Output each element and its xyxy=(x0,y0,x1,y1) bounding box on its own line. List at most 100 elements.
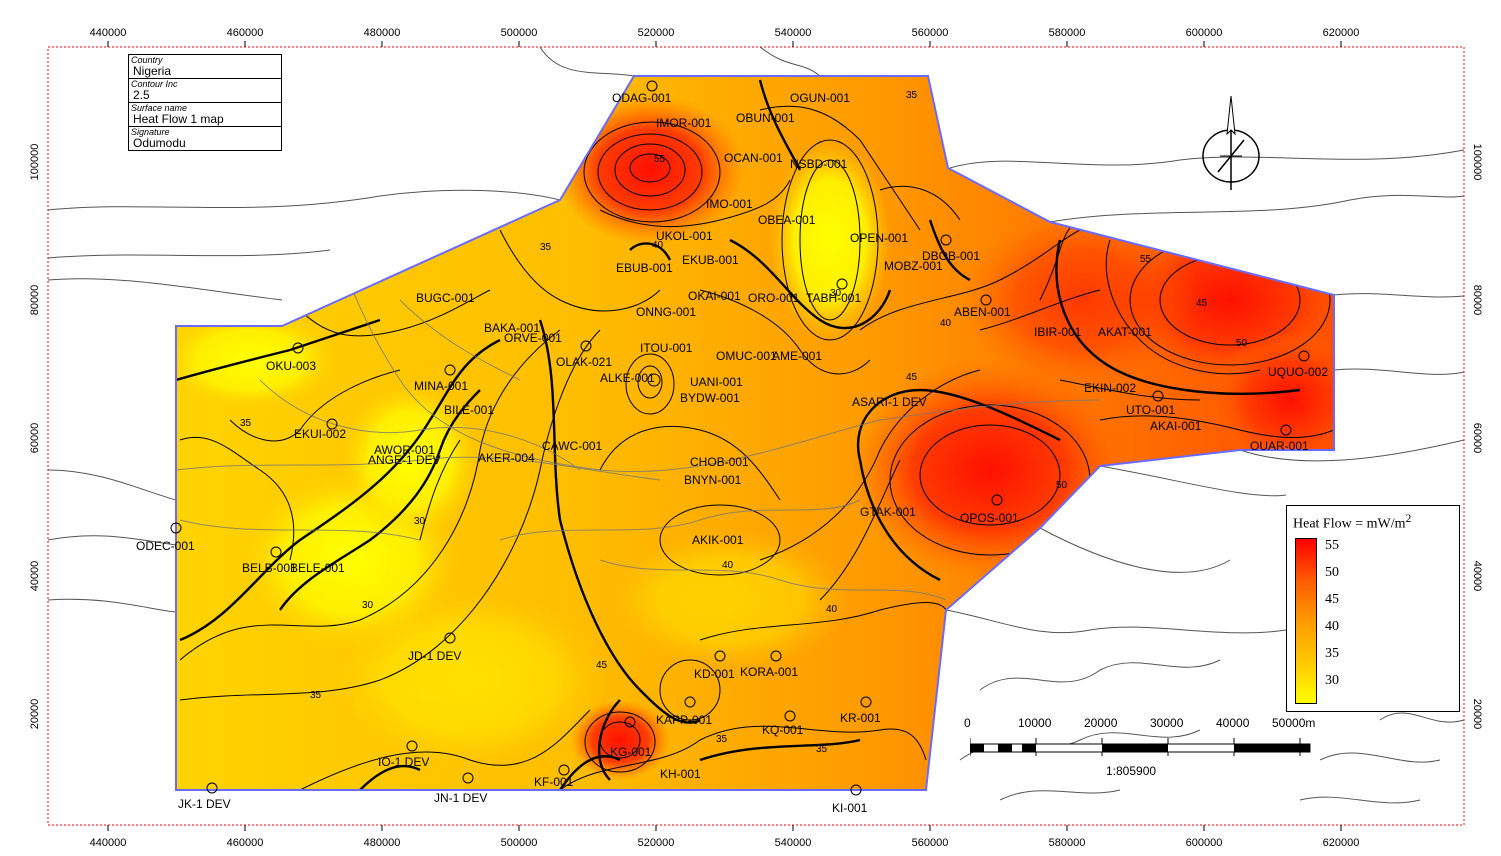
well-label: GTAK-001 xyxy=(860,505,916,519)
y-tick-label: 20000 xyxy=(1471,699,1483,730)
y-tick-label: 40000 xyxy=(29,561,41,592)
x-tick-label: 440000 xyxy=(90,27,127,39)
axis-ticks xyxy=(107,41,1342,831)
scale-label: 0 xyxy=(964,716,971,730)
y-tick-label: 40000 xyxy=(1471,561,1483,592)
scale-ratio: 1:805900 xyxy=(1106,764,1157,778)
contour-label: 35 xyxy=(816,744,828,755)
well-label: OUAR-001 xyxy=(1250,439,1309,453)
well-symbols xyxy=(170,80,1310,796)
contour-label: 45 xyxy=(1196,298,1208,309)
contour-label: 50 xyxy=(1056,480,1068,491)
well-label: AKIK-001 xyxy=(692,533,744,547)
x-axis-bottom: 440000 460000 480000 500000 520000 54000… xyxy=(90,837,1360,849)
well-label: KAPP-001 xyxy=(656,713,712,727)
info-value: Nigeria xyxy=(129,65,281,79)
well-label: AKAT-001 xyxy=(1098,325,1152,339)
contour-label: 40 xyxy=(722,560,734,571)
well-label: AKER-004 xyxy=(478,451,535,465)
scale-bar-graphic xyxy=(970,738,1311,756)
x-tick-label: 580000 xyxy=(1049,837,1086,849)
well-label: BELE-001 xyxy=(290,561,345,575)
well-label: OBUN-001 xyxy=(736,111,795,125)
well-label: ORO-001 xyxy=(748,291,800,305)
well-label: JN-1 DEV xyxy=(434,791,487,805)
legend-level: 35 xyxy=(1325,646,1339,661)
well-label: KH-001 xyxy=(660,767,701,781)
y-tick-label: 20000 xyxy=(29,699,41,730)
major-contour-lines xyxy=(176,79,1301,790)
well-label: UANI-001 xyxy=(690,375,743,389)
well-label: BYDW-001 xyxy=(680,391,740,405)
legend-color-bar xyxy=(1295,538,1317,704)
well-label: IBIR-001 xyxy=(1034,325,1082,339)
well-label: BUGC-001 xyxy=(416,291,475,305)
contour-label: 30 xyxy=(830,288,842,299)
well-label: ABEN-001 xyxy=(954,305,1011,319)
y-tick-label: 100000 xyxy=(1471,144,1483,181)
survey-boundary xyxy=(175,75,1335,791)
y-tick-label: 60000 xyxy=(29,423,41,454)
x-tick-label: 540000 xyxy=(775,837,812,849)
background-lines xyxy=(47,46,1465,804)
contour-label: 55 xyxy=(654,154,666,165)
well-label: IMO-001 xyxy=(706,197,753,211)
heat-flow-legend: Heat Flow = mW/m2 55 50 45 40 35 30 xyxy=(1286,505,1460,712)
well-label: JK-1 DEV xyxy=(178,797,231,811)
contour-label: 45 xyxy=(596,660,608,671)
contour-label: 35 xyxy=(540,242,552,253)
map-info-box: Country Nigeria Contour Inc 2.5 Surface … xyxy=(128,54,282,151)
well-label: BAKA-001 xyxy=(484,321,540,335)
contour-lines xyxy=(179,105,1334,790)
x-tick-label: 580000 xyxy=(1049,27,1086,39)
y-axis-left: 100000 80000 60000 40000 20000 xyxy=(29,144,41,730)
contour-label: 45 xyxy=(906,372,918,383)
legend-level: 55 xyxy=(1325,538,1339,553)
well-label: KD-001 xyxy=(694,667,735,681)
x-tick-label: 620000 xyxy=(1323,27,1360,39)
contour-label: 55 xyxy=(1140,254,1152,265)
x-tick-label: 460000 xyxy=(227,837,264,849)
well-label: CAWC-001 xyxy=(542,439,603,453)
info-value: Odumodu xyxy=(133,136,186,150)
well-label: EKIN-002 xyxy=(1084,381,1136,395)
contour-label: 30 xyxy=(414,516,426,527)
well-label: OBEA-001 xyxy=(758,213,816,227)
legend-level: 30 xyxy=(1325,673,1339,688)
well-label: DBOB-001 xyxy=(922,249,980,263)
well-label: KQ-001 xyxy=(762,723,804,737)
well-label: BNYN-001 xyxy=(684,473,742,487)
info-value: Heat Flow 1 map xyxy=(129,113,281,127)
scale-label: 40000 xyxy=(1216,716,1250,730)
contour-label: 50 xyxy=(1236,338,1248,349)
contour-label: 35 xyxy=(716,734,728,745)
well-label: ALKE-001 xyxy=(600,371,655,385)
well-label: UTO-001 xyxy=(1126,403,1175,417)
contour-label: 40 xyxy=(652,240,664,251)
north-arrow-icon xyxy=(1202,95,1260,190)
well-label: OMUC-001 xyxy=(716,349,777,363)
well-label: IO-1 DEV xyxy=(378,755,429,769)
contour-label: 30 xyxy=(362,600,374,611)
legend-title: Heat Flow = mW/m2 xyxy=(1293,512,1412,532)
grey-lines xyxy=(176,199,1101,601)
well-label: BELB-001 xyxy=(242,561,297,575)
contour-label: 35 xyxy=(310,690,322,701)
x-tick-label: 540000 xyxy=(775,27,812,39)
well-label: KR-001 xyxy=(840,711,881,725)
legend-level: 45 xyxy=(1325,592,1339,607)
contour-label: 35 xyxy=(906,90,918,101)
info-key: Surface name xyxy=(131,103,188,113)
scale-label: 20000 xyxy=(1084,716,1118,730)
x-tick-label: 460000 xyxy=(227,27,264,39)
well-label: KI-001 xyxy=(832,801,868,815)
well-label: ONNG-001 xyxy=(636,305,696,319)
well-label: OKU-003 xyxy=(266,359,316,373)
well-label: ITOU-001 xyxy=(640,341,693,355)
well-label: KF-001 xyxy=(534,775,574,789)
y-tick-label: 100000 xyxy=(29,144,41,181)
well-label: MOBZ-001 xyxy=(884,259,943,273)
x-axis-top: 440000 460000 480000 500000 520000 54000… xyxy=(90,27,1360,39)
well-label: IMOR-001 xyxy=(656,116,712,130)
